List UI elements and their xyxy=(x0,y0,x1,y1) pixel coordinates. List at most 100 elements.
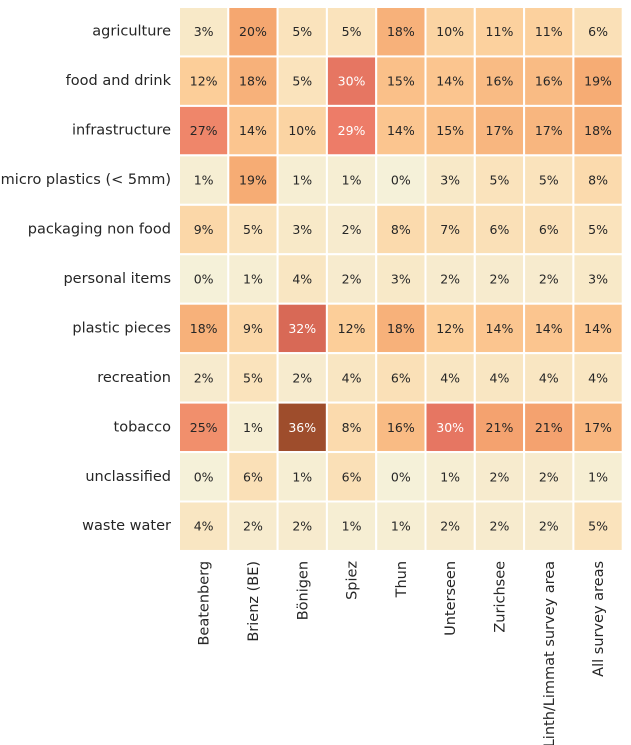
cell-value-label: 6% xyxy=(588,24,608,39)
cell-value-label: 6% xyxy=(342,469,362,484)
column-label-b-nigen: Bönigen xyxy=(295,561,311,620)
cell-value-label: 2% xyxy=(440,271,460,286)
heatmap-cell-packaging-non-food-all-survey-areas xyxy=(572,203,624,256)
row-label-food-and-drink: food and drink xyxy=(66,73,172,89)
cell-value-label: 12% xyxy=(338,321,366,336)
column-label-all-survey-areas: All survey areas xyxy=(591,561,607,677)
cell-value-label: 1% xyxy=(243,420,263,435)
column-label-unterseen: Unterseen xyxy=(443,561,459,636)
cell-value-label: 32% xyxy=(288,321,316,336)
cell-value-label: 8% xyxy=(342,420,362,435)
cell-value-label: 12% xyxy=(190,74,218,89)
cell-value-label: 0% xyxy=(194,271,214,286)
cell-value-label: 4% xyxy=(490,370,510,385)
heatmap-cell-unclassified-unterseen xyxy=(424,451,476,503)
cell-value-label: 5% xyxy=(588,222,608,237)
heatmap-cell-recreation-all-survey-areas xyxy=(572,352,624,404)
row-label-agriculture: agriculture xyxy=(92,24,171,40)
heatmap-cell-tobacco-b-nigen xyxy=(276,401,328,454)
cell-value-label: 5% xyxy=(292,74,312,89)
heatmap-cell-waste-water-b-nigen xyxy=(276,500,328,552)
cell-value-label: 5% xyxy=(243,222,263,237)
cell-value-label: 1% xyxy=(243,271,263,286)
cell-value-label: 3% xyxy=(194,24,214,39)
cell-value-label: 18% xyxy=(387,321,415,336)
cell-value-label: 3% xyxy=(588,271,608,286)
heatmap-cell-food-and-drink-thun xyxy=(375,55,427,107)
cell-value-label: 0% xyxy=(391,173,411,188)
cell-value-label: 21% xyxy=(535,420,563,435)
heatmap-cell-plastic-pieces-beatenberg xyxy=(178,302,230,355)
heatmap-cell-micro-plastics-5mm-brienz-be xyxy=(227,154,279,206)
heatmap-cell-food-and-drink-zurichsee xyxy=(473,55,526,107)
heatmap-cell-food-and-drink-linth-limmat-survey-area xyxy=(523,55,575,107)
cell-value-label: 14% xyxy=(486,321,514,336)
row-label-tobacco: tobacco xyxy=(114,419,172,435)
column-labels: Beatenberg Brienz (BE) Bönigen Spiez Thun Unt… xyxy=(197,561,607,745)
cell-value-label: 14% xyxy=(535,321,563,336)
heatmap-cell-recreation-unterseen xyxy=(424,352,476,404)
column-label-thun: Thun xyxy=(394,561,410,598)
cell-value-label: 0% xyxy=(391,469,411,484)
cell-value-label: 2% xyxy=(539,271,559,286)
heatmap-cell-personal-items-all-survey-areas xyxy=(572,253,624,305)
cell-value-label: 4% xyxy=(539,370,559,385)
cell-value-label: 18% xyxy=(239,74,267,89)
cell-value-label: 1% xyxy=(292,469,312,484)
heatmap-cell-personal-items-beatenberg xyxy=(178,253,230,305)
heatmap-cell-infrastructure-beatenberg xyxy=(178,104,230,157)
cell-value-label: 2% xyxy=(342,271,362,286)
heatmap-cell-unclassified-zurichsee xyxy=(473,451,526,503)
cell-value-label: 6% xyxy=(243,469,263,484)
cell-value-label: 2% xyxy=(539,469,559,484)
heatmap-cell-food-and-drink-beatenberg xyxy=(178,55,230,107)
column-label-zurichsee: Zurichsee xyxy=(492,561,508,633)
cell-value-label: 10% xyxy=(288,123,316,138)
heatmap-cell-waste-water-all-survey-areas xyxy=(572,500,624,552)
row-label-unclassified: unclassified xyxy=(85,469,171,485)
cell-value-label: 1% xyxy=(342,519,362,534)
cell-value-label: 16% xyxy=(387,420,415,435)
column-label-beatenberg: Beatenberg xyxy=(197,561,213,646)
cell-value-label: 2% xyxy=(292,519,312,534)
cell-value-label: 3% xyxy=(440,173,460,188)
cell-value-label: 2% xyxy=(490,469,510,484)
heatmap-cell-tobacco-zurichsee xyxy=(473,401,526,454)
cell-value-label: 18% xyxy=(190,321,218,336)
cell-value-label: 1% xyxy=(342,173,362,188)
heatmap-cell-tobacco-unterseen xyxy=(424,401,476,454)
row-label-personal-items: personal items xyxy=(63,271,171,287)
cell-value-label: 30% xyxy=(338,74,366,89)
cell-value-label: 5% xyxy=(539,173,559,188)
heatmap-cell-unclassified-all-survey-areas xyxy=(572,451,624,503)
cell-value-label: 8% xyxy=(588,173,608,188)
cell-value-label: 14% xyxy=(436,74,464,89)
cell-value-label: 12% xyxy=(436,321,464,336)
row-labels: agriculture food and drink infrastructure m… xyxy=(1,24,172,534)
heatmap-cell-waste-water-spiez xyxy=(325,500,378,552)
heatmap-cell-tobacco-beatenberg xyxy=(178,401,230,454)
heatmap-cell-agriculture-linth-limmat-survey-area xyxy=(523,6,575,58)
cell-value-label: 5% xyxy=(243,370,263,385)
heatmap-cell-unclassified-linth-limmat-survey-area xyxy=(523,451,575,503)
cell-value-label: 3% xyxy=(292,222,312,237)
heatmap-cell-micro-plastics-5mm-all-survey-areas xyxy=(572,154,624,206)
cell-value-label: 16% xyxy=(486,74,514,89)
cell-value-label: 20% xyxy=(239,24,267,39)
cell-value-label: 10% xyxy=(436,24,464,39)
heatmap-cell-infrastructure-thun xyxy=(375,104,427,157)
cell-value-label: 2% xyxy=(243,519,263,534)
cell-value-label: 4% xyxy=(588,370,608,385)
heatmap-cell-recreation-beatenberg xyxy=(178,352,230,404)
heatmap-cell-micro-plastics-5mm-spiez xyxy=(325,154,378,206)
heatmap-cell-packaging-non-food-beatenberg xyxy=(178,203,230,256)
cell-value-label: 0% xyxy=(194,469,214,484)
heatmap-cell-plastic-pieces-zurichsee xyxy=(473,302,526,355)
cell-value-label: 14% xyxy=(387,123,415,138)
cell-value-label: 5% xyxy=(342,24,362,39)
heatmap-cell-personal-items-unterseen xyxy=(424,253,476,305)
cell-value-label: 16% xyxy=(535,74,563,89)
cell-value-label: 11% xyxy=(535,24,563,39)
cell-value-label: 18% xyxy=(387,24,415,39)
